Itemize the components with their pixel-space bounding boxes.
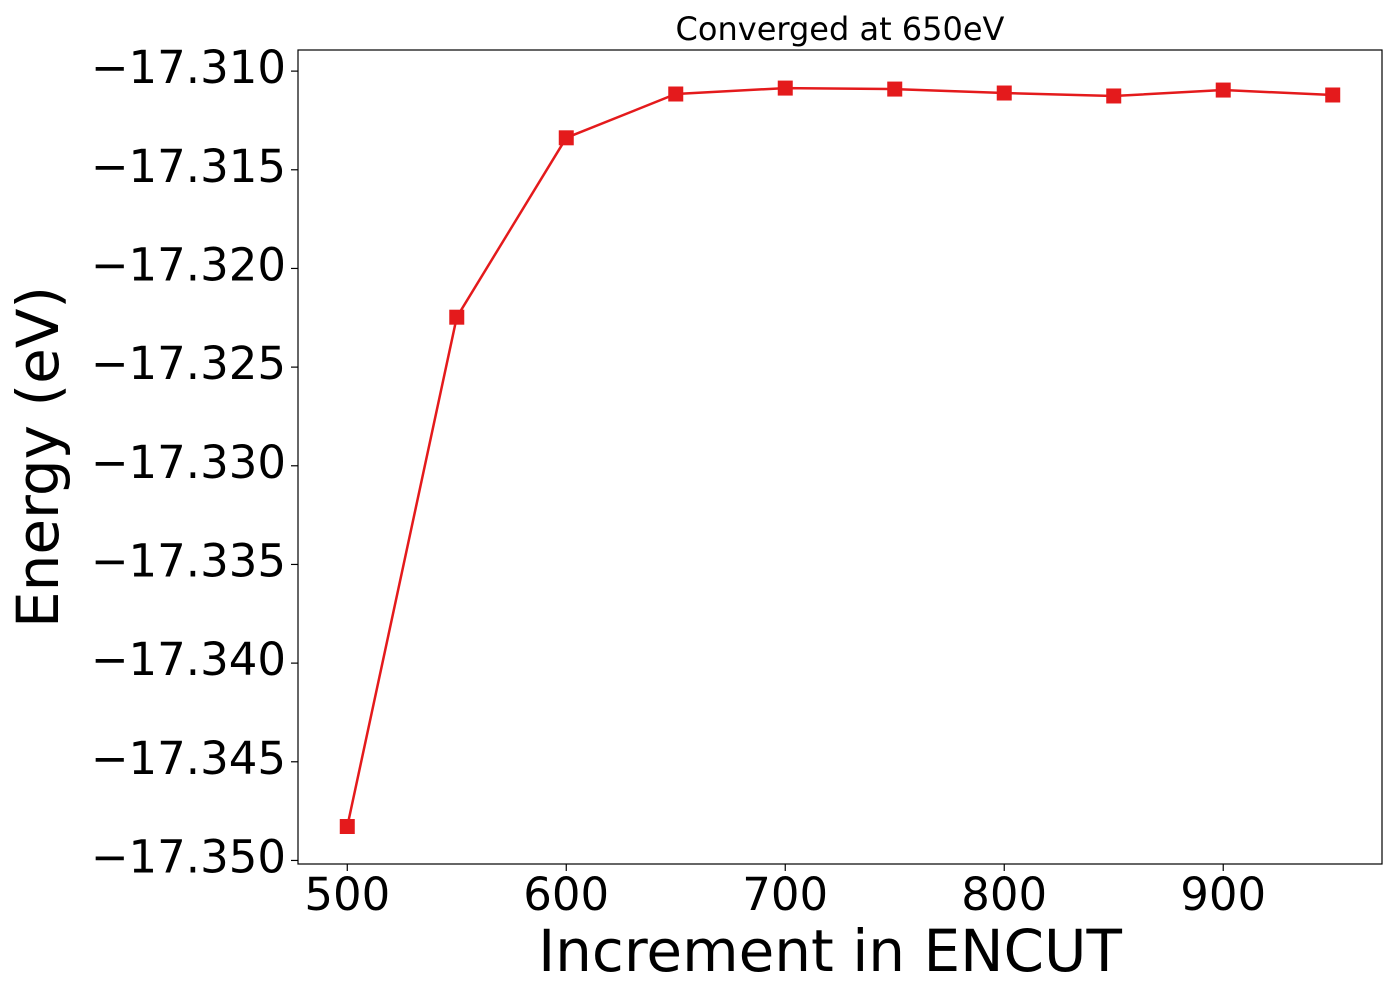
y-tick-label: −17.340 bbox=[91, 633, 286, 686]
y-axis-label: Energy (eV) bbox=[4, 286, 72, 628]
y-tick-label: −17.320 bbox=[91, 238, 286, 291]
point-marker bbox=[887, 81, 903, 97]
y-tick-label: −17.325 bbox=[91, 337, 286, 390]
point-marker bbox=[339, 819, 355, 835]
point-marker bbox=[1215, 82, 1231, 98]
point-marker bbox=[1325, 87, 1341, 103]
x-tick-label: 700 bbox=[742, 868, 828, 921]
x-tick-label: 900 bbox=[1180, 868, 1266, 921]
y-tick-label: −17.315 bbox=[91, 140, 286, 193]
x-tick-label: 600 bbox=[523, 868, 609, 921]
point-marker bbox=[449, 309, 465, 325]
y-tick-label: −17.310 bbox=[91, 41, 286, 94]
series-line bbox=[346, 86, 1333, 827]
y-tick-label: −17.330 bbox=[91, 436, 286, 489]
plot-frame bbox=[297, 49, 1383, 865]
y-tick-label: −17.350 bbox=[91, 830, 286, 883]
x-axis-label: Increment in ENCUT bbox=[538, 917, 1122, 985]
x-tick-label: 800 bbox=[961, 868, 1047, 921]
y-tick-label: −17.335 bbox=[91, 534, 286, 587]
x-tick-label: 500 bbox=[304, 868, 390, 921]
point-marker bbox=[777, 80, 793, 96]
point-marker bbox=[558, 130, 574, 146]
chart-title: Converged at 650eV bbox=[676, 10, 1005, 48]
point-marker bbox=[996, 85, 1012, 101]
point-marker bbox=[1106, 88, 1122, 104]
y-tick-label: −17.345 bbox=[91, 732, 286, 785]
point-marker bbox=[668, 86, 684, 102]
